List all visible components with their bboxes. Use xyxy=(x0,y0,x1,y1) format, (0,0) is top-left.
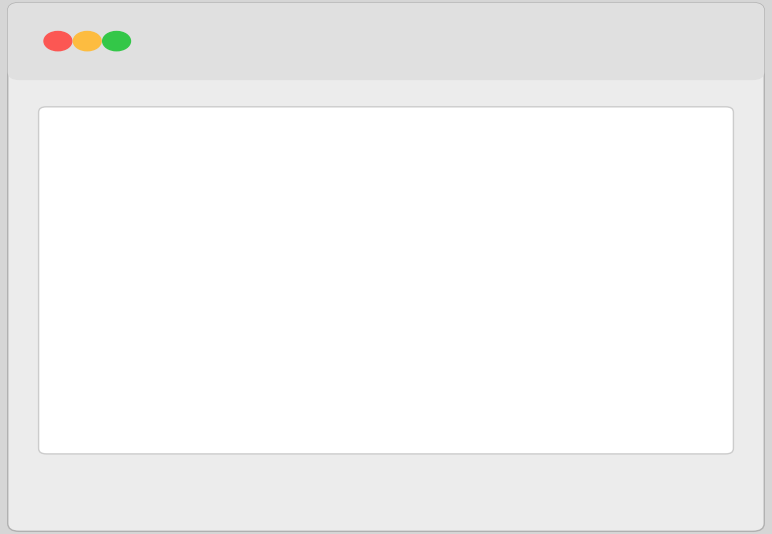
FancyBboxPatch shape xyxy=(180,64,592,104)
Bar xyxy=(565,387,610,422)
FancyBboxPatch shape xyxy=(168,64,215,104)
Bar xyxy=(387,159,432,422)
Bar xyxy=(208,154,253,422)
Text: Year: Year xyxy=(608,477,635,490)
Bar xyxy=(655,376,699,422)
Text: Week: Week xyxy=(510,477,547,490)
Bar xyxy=(298,265,342,422)
Bar xyxy=(476,290,520,422)
Bar xyxy=(655,159,699,422)
FancyBboxPatch shape xyxy=(594,468,648,500)
FancyBboxPatch shape xyxy=(550,468,604,500)
Text: Week 10  —  Mar 05, 2018: Week 10 — Mar 05, 2018 xyxy=(285,76,487,92)
Text: <: < xyxy=(185,75,198,93)
Bar xyxy=(387,290,432,422)
Bar xyxy=(120,159,164,422)
FancyBboxPatch shape xyxy=(557,64,604,104)
Text: Month: Month xyxy=(557,477,598,490)
FancyBboxPatch shape xyxy=(502,468,556,500)
Bar xyxy=(208,154,253,422)
Bar xyxy=(120,285,164,422)
Text: >: > xyxy=(574,75,587,93)
Bar xyxy=(565,159,610,422)
Bar xyxy=(298,159,342,422)
Bar xyxy=(476,159,520,422)
